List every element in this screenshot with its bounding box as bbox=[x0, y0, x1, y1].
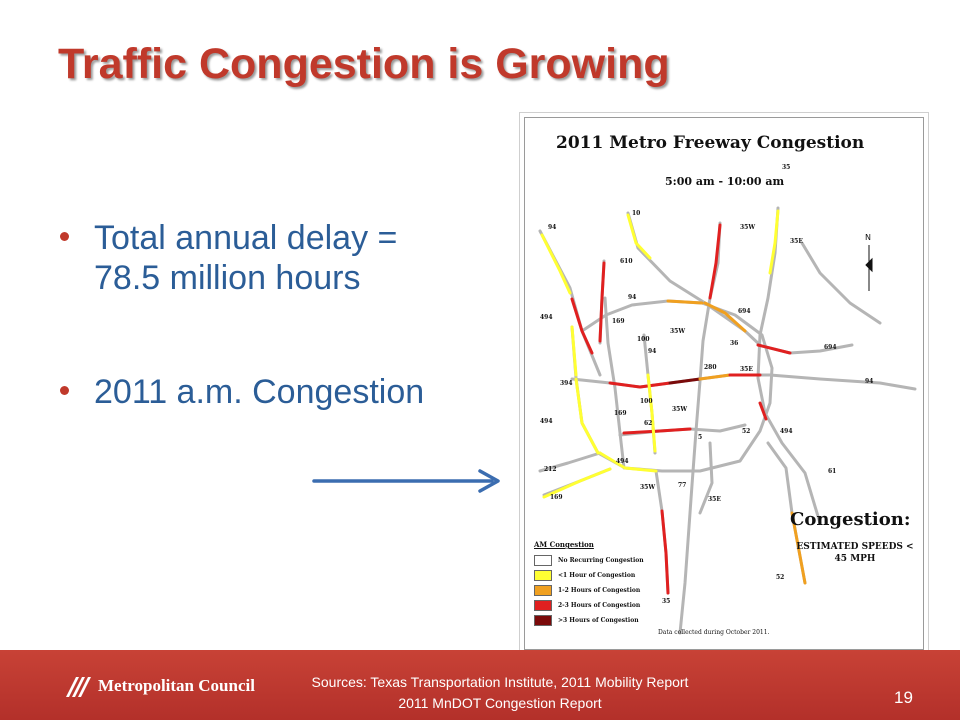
route-label: 61 bbox=[828, 468, 836, 475]
route-label: 94 bbox=[865, 378, 873, 385]
route-label: 35E bbox=[790, 238, 803, 245]
bullet-item: 2011 a.m. Congestion bbox=[60, 372, 460, 412]
sources-line: Sources: Texas Transportation Institute,… bbox=[311, 674, 689, 690]
sources-citation: Sources: Texas Transportation Institute,… bbox=[300, 672, 700, 714]
bullet-dot-icon bbox=[60, 232, 69, 241]
bullet-text-congestion: 2011 a.m. Congestion bbox=[94, 373, 425, 411]
data-note: Data collected during October 2011. bbox=[658, 629, 770, 636]
legend-item: >3 Hours of Congestion bbox=[534, 613, 644, 628]
congestion-heading: Congestion: bbox=[790, 509, 911, 530]
page-number: 19 bbox=[894, 688, 913, 707]
route-label: 94 bbox=[548, 224, 556, 231]
north-arrow-icon bbox=[865, 245, 873, 291]
route-label: 35W bbox=[740, 224, 755, 231]
route-label: 394 bbox=[560, 380, 573, 387]
map-time-range: 5:00 am - 10:00 am bbox=[665, 175, 785, 188]
route-label: 694 bbox=[824, 344, 837, 351]
route-label: 169 bbox=[614, 410, 627, 417]
route-label: 169 bbox=[550, 494, 563, 501]
north-label: N bbox=[865, 233, 871, 242]
route-label: 494 bbox=[616, 458, 629, 465]
legend-swatch bbox=[534, 600, 552, 611]
legend-label: 1-2 Hours of Congestion bbox=[558, 587, 641, 594]
sources-line: 2011 MnDOT Congestion Report bbox=[398, 695, 602, 711]
bullet-item: Total annual delay = 78.5 million hours bbox=[60, 218, 460, 298]
route-label: 494 bbox=[780, 428, 793, 435]
map-title: 2011 Metro Freeway Congestion bbox=[556, 133, 865, 153]
route-label: 35W bbox=[670, 328, 685, 335]
route-label: 62 bbox=[644, 420, 652, 427]
legend-swatch bbox=[534, 555, 552, 566]
map-legend: AM Congestion No Recurring Congestion <1… bbox=[534, 540, 644, 628]
legend-swatch bbox=[534, 570, 552, 581]
route-label: 169 bbox=[612, 318, 625, 325]
route-label: 610 bbox=[620, 258, 633, 265]
route-label: 212 bbox=[544, 466, 557, 473]
slide-title: Traffic Congestion is Growing bbox=[58, 40, 670, 88]
footer-bar bbox=[0, 650, 960, 720]
route-label: 35E bbox=[708, 496, 721, 503]
route-label: 94 bbox=[648, 348, 656, 355]
legend-swatch bbox=[534, 585, 552, 596]
freeway-network: 35 10 94 35W 35E 610 94 694 494 169 100 … bbox=[538, 164, 917, 635]
legend-label: 2-3 Hours of Congestion bbox=[558, 602, 641, 609]
legend-item: <1 Hour of Congestion bbox=[534, 568, 644, 583]
map-frame bbox=[524, 117, 924, 650]
bullet-list: Total annual delay = 78.5 million hours … bbox=[60, 218, 460, 412]
route-label: 494 bbox=[540, 314, 553, 321]
legend-swatch bbox=[534, 615, 552, 626]
route-label: 35 bbox=[662, 598, 670, 605]
legend-item: 1-2 Hours of Congestion bbox=[534, 583, 644, 598]
route-label: 52 bbox=[742, 428, 750, 435]
route-label: 494 bbox=[540, 418, 553, 425]
legend-label: <1 Hour of Congestion bbox=[558, 572, 636, 579]
route-label: 694 bbox=[738, 308, 751, 315]
route-label: 94 bbox=[628, 294, 636, 301]
route-label: 35W bbox=[672, 406, 687, 413]
metropolitan-council-logo: Metropolitan Council bbox=[66, 675, 255, 697]
legend-label: No Recurring Congestion bbox=[558, 557, 644, 564]
route-label: 35W bbox=[640, 484, 655, 491]
legend-item: 2-3 Hours of Congestion bbox=[534, 598, 644, 613]
route-label: 100 bbox=[637, 336, 650, 343]
bullet-dot-icon bbox=[60, 386, 69, 395]
congestion-subtext: ESTIMATED SPEEDS < 45 MPH bbox=[796, 542, 914, 564]
logo-text: Metropolitan Council bbox=[98, 676, 255, 695]
route-label: 36 bbox=[730, 340, 738, 347]
bullet-text-delay: Total annual delay = 78.5 million hours bbox=[94, 219, 398, 297]
route-label: 10 bbox=[632, 210, 640, 217]
route-label: 280 bbox=[704, 364, 717, 371]
route-label: 5 bbox=[698, 434, 702, 441]
route-label: 35 bbox=[782, 164, 790, 171]
legend-label: >3 Hours of Congestion bbox=[558, 617, 639, 624]
congestion-map: 35 10 94 35W 35E 610 94 694 494 169 100 … bbox=[519, 112, 929, 655]
arrow-right-icon bbox=[312, 469, 500, 493]
route-label: 77 bbox=[678, 482, 686, 489]
route-label: 35E bbox=[740, 366, 753, 373]
legend-title: AM Congestion bbox=[534, 540, 594, 549]
route-label: 52 bbox=[776, 574, 784, 581]
legend-item: No Recurring Congestion bbox=[534, 553, 644, 568]
council-logo-icon bbox=[66, 677, 91, 697]
route-label: 100 bbox=[640, 398, 653, 405]
